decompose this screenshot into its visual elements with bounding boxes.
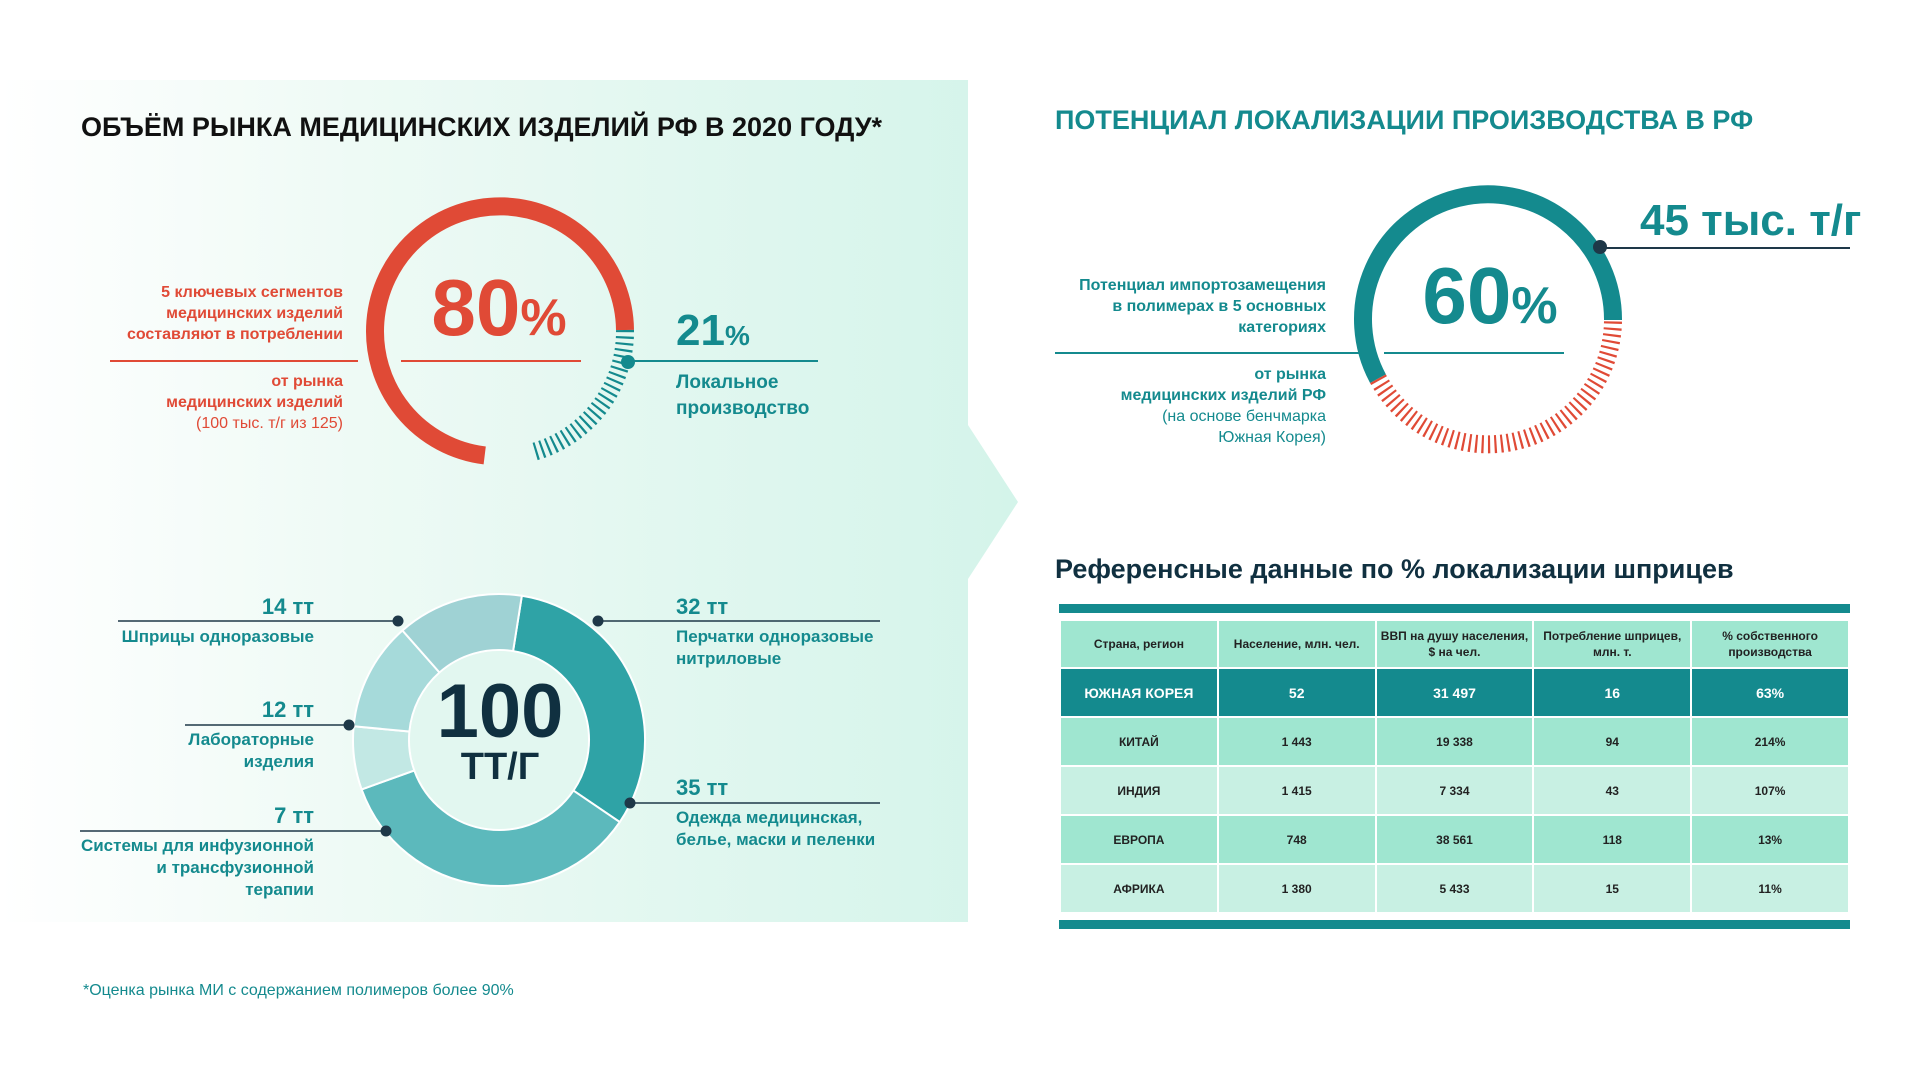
left-title: ОБЪЁМ РЫНКА МЕДИЦИНСКИХ ИЗДЕЛИЙ РФ В 202… <box>81 112 883 142</box>
share-arc-hatched <box>531 329 635 461</box>
share-underline <box>401 360 581 362</box>
reference-table: Страна, регион Население, млн. чел. ВВП … <box>1059 619 1850 914</box>
cell: 52 <box>1218 669 1375 716</box>
cell: 5 433 <box>1376 865 1533 912</box>
table-subtitle: Референсные данные по % локализации шпри… <box>1055 554 1734 584</box>
cell: 31 497 <box>1376 669 1533 716</box>
cell: 19 338 <box>1376 718 1533 765</box>
col-own-production: % собственного производства <box>1692 621 1848 667</box>
footnote: *Оценка рынка МИ с содержанием полимеров… <box>83 982 514 999</box>
cell: 1 443 <box>1218 718 1375 765</box>
share-arc-red <box>366 197 634 465</box>
ring-dot <box>621 355 635 369</box>
share-percent: 80% <box>431 263 567 352</box>
right-title: ПОТЕНЦИАЛ ЛОКАЛИЗАЦИИ ПРОИЗВОДСТВА В РФ <box>1055 105 1754 135</box>
cell: 16 <box>1534 669 1691 716</box>
right-market-text: от рынка медицинских изделий РФ (на осно… <box>1120 366 1326 446</box>
cell-country: ЕВРОПА <box>1061 816 1217 863</box>
import-text: Потенциал импортозамещения в полимерах в… <box>1079 277 1326 336</box>
local-percent: 21% <box>676 306 750 355</box>
cell: 7 334 <box>1376 767 1533 814</box>
cell-country: КИТАЙ <box>1061 718 1217 765</box>
potential-percent: 60% <box>1422 251 1558 340</box>
category-clothing: 35 тт Одежда медицинская, белье, маски и… <box>676 775 876 849</box>
category-syringes: 14 тт Шприцы одноразовые <box>121 594 314 646</box>
cell: 118 <box>1534 816 1691 863</box>
cell: 38 561 <box>1376 816 1533 863</box>
potential-arc-teal <box>1354 185 1623 383</box>
category-gloves: 32 тт Перчатки одноразовые нитриловые <box>676 594 874 668</box>
table-row: КИТАЙ 1 443 19 338 94 214% <box>1061 718 1848 765</box>
slice-clothing <box>360 769 622 887</box>
import-divider <box>1055 352 1365 354</box>
category-infusion: 7 тт Системы для инфузионной и трансфузи… <box>80 803 314 899</box>
cell: 13% <box>1692 816 1848 863</box>
cell: 214% <box>1692 718 1848 765</box>
cell: 1 415 <box>1218 767 1375 814</box>
col-country: Страна, регион <box>1061 621 1217 667</box>
volume-donut-chart <box>352 593 646 887</box>
table-row: ЮЖНАЯ КОРЕЯ 52 31 497 16 63% <box>1061 669 1848 716</box>
cell: 15 <box>1534 865 1691 912</box>
cell-country: АФРИКА <box>1061 865 1217 912</box>
table-top-bar <box>1059 604 1850 613</box>
cell: 11% <box>1692 865 1848 912</box>
donut-total-unit: ТТ/Г <box>460 746 540 788</box>
cell: 107% <box>1692 767 1848 814</box>
cell-country: ИНДИЯ <box>1061 767 1217 814</box>
col-gdp: ВВП на душу населения, $ на чел. <box>1376 621 1533 667</box>
syringe-table: Страна, регион Население, млн. чел. ВВП … <box>1059 604 1850 929</box>
cell: 1 380 <box>1218 865 1375 912</box>
col-consumption: Потребление шприцев, млн. т. <box>1534 621 1691 667</box>
potential-underline <box>1384 352 1564 354</box>
market-text: от рынка медицинских изделий (100 тыс. т… <box>166 373 343 432</box>
cell: 43 <box>1534 767 1691 814</box>
cell: 63% <box>1692 669 1848 716</box>
slice-gloves <box>511 594 646 824</box>
segments-text: 5 ключевых сегментов медицинских изделий… <box>126 284 343 343</box>
table-bottom-bar <box>1059 920 1850 929</box>
table-row: ИНДИЯ 1 415 7 334 43 107% <box>1061 767 1848 814</box>
slice-syringes <box>401 593 523 674</box>
category-lab: 12 тт Лабораторные изделия <box>188 697 314 771</box>
local-line <box>628 360 818 362</box>
share-ring <box>366 197 635 465</box>
donut-center <box>410 651 588 829</box>
table-row: АФРИКА 1 380 5 433 15 11% <box>1061 865 1848 912</box>
cell-country: ЮЖНАЯ КОРЕЯ <box>1061 669 1217 716</box>
capacity-line <box>1600 247 1850 249</box>
col-population: Население, млн. чел. <box>1218 621 1375 667</box>
capacity-value: 45 тыс. т/г <box>1640 196 1862 245</box>
table-row: ЕВРОПА 748 38 561 118 13% <box>1061 816 1848 863</box>
donut-total-value: 100 <box>436 669 564 754</box>
segments-divider <box>110 360 358 362</box>
cell: 748 <box>1218 816 1375 863</box>
local-label: Локальное производство <box>676 372 810 419</box>
cell: 94 <box>1534 718 1691 765</box>
